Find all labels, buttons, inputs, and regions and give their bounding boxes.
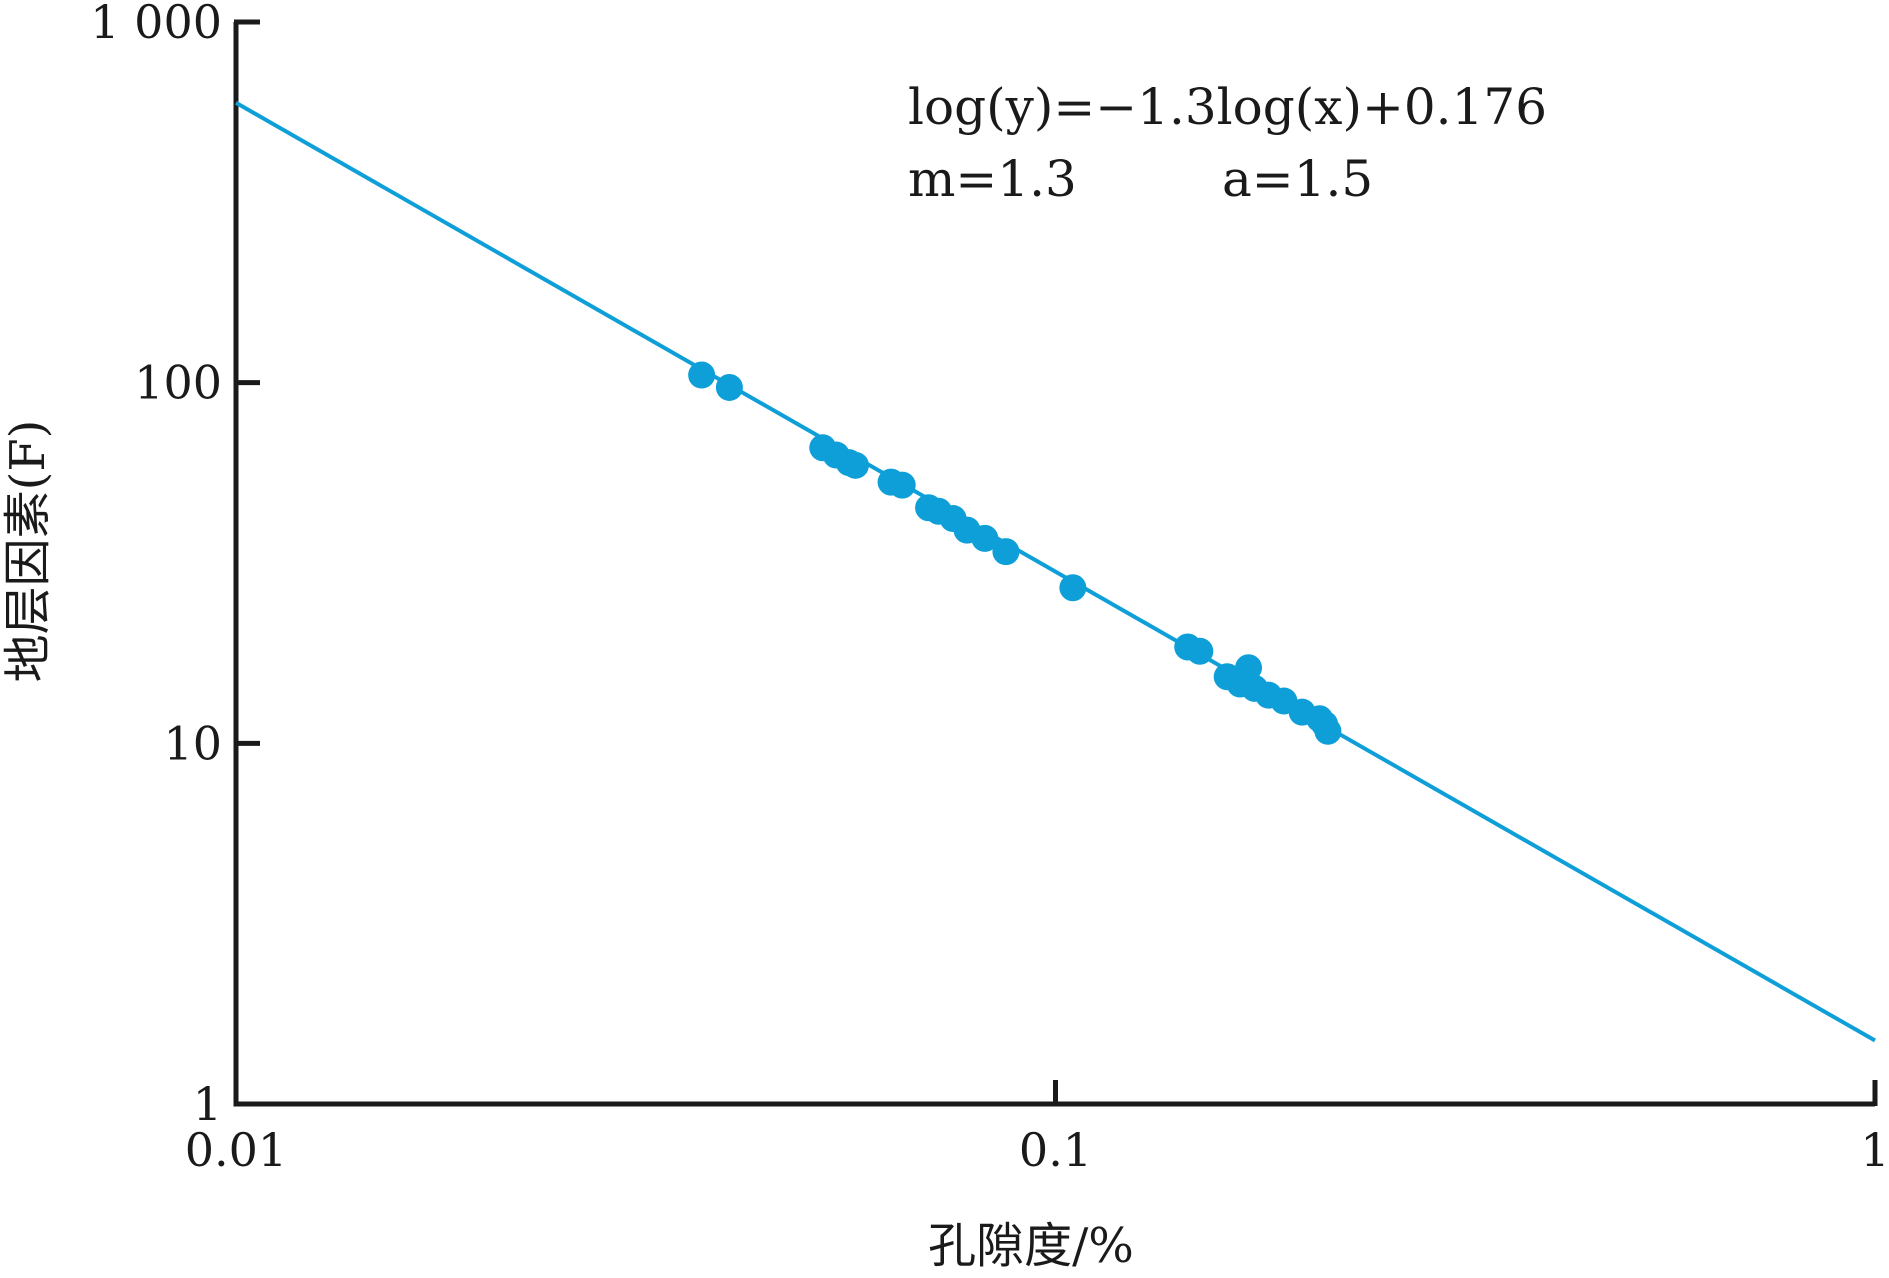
axes (233, 19, 1878, 1107)
data-point-20 (1235, 654, 1263, 682)
fit-equation: log(y)=−1.3log(x)+0.176 (908, 78, 1547, 136)
x-tick-label-0.01: 0.01 (185, 1123, 287, 1177)
x-tick-label-0.1: 0.1 (1019, 1123, 1092, 1177)
x-tick-label-1: 1 (1860, 1123, 1889, 1177)
data-point-8 (888, 471, 916, 499)
y-axis-title: 地层因素(F) (0, 420, 56, 683)
y-tick-label-1000: 1 000 (90, 0, 222, 49)
a-value: a=1.5 (1222, 150, 1373, 208)
data-point-1 (688, 361, 716, 389)
tick-labels: 1 10 100 1 000 0.01 0.1 1 (90, 0, 1889, 1177)
m-value: m=1.3 (908, 150, 1077, 208)
data-points (688, 361, 1342, 745)
data-point-17 (1186, 637, 1214, 665)
data-point-2 (715, 373, 743, 401)
data-point-15 (1059, 574, 1087, 602)
fit-line-layer (235, 101, 1876, 1043)
data-point-14 (992, 538, 1020, 566)
y-tick-label-100: 100 (134, 356, 222, 410)
data-point-6 (841, 451, 869, 479)
y-tick-label-1: 1 (193, 1077, 222, 1131)
data-point-27 (1314, 717, 1342, 745)
y-tick-label-10: 10 (163, 716, 222, 770)
fit-line (235, 101, 1876, 1043)
x-axis-title: 孔隙度/% (928, 1218, 1134, 1274)
data-point-13 (971, 524, 999, 552)
